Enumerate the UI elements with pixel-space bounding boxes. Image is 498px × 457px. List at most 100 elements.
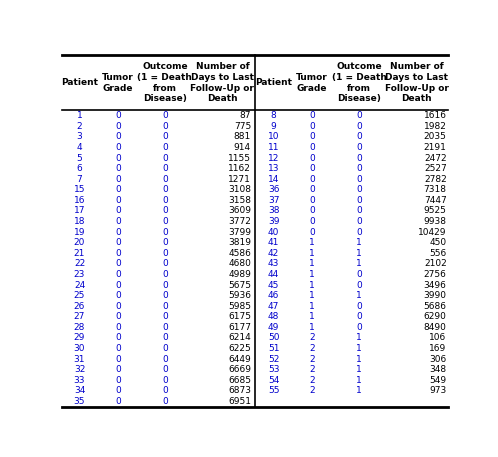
Text: 4: 4 (77, 143, 82, 152)
Text: 0: 0 (309, 122, 315, 131)
Text: 0: 0 (356, 217, 362, 226)
Text: 881: 881 (234, 133, 251, 141)
Text: 7318: 7318 (424, 185, 447, 194)
Text: 50: 50 (268, 334, 279, 342)
Text: 0: 0 (115, 260, 121, 268)
Text: 0: 0 (309, 133, 315, 141)
Text: 7: 7 (77, 175, 82, 184)
Text: 28: 28 (74, 323, 85, 332)
Text: 306: 306 (429, 355, 447, 364)
Text: 43: 43 (268, 260, 279, 268)
Text: 12: 12 (268, 154, 279, 163)
Text: 0: 0 (309, 207, 315, 215)
Text: 9938: 9938 (424, 217, 447, 226)
Text: 0: 0 (356, 281, 362, 290)
Text: 2472: 2472 (424, 154, 447, 163)
Text: 2: 2 (309, 376, 315, 385)
Text: 914: 914 (234, 143, 251, 152)
Text: 0: 0 (115, 175, 121, 184)
Text: 0: 0 (115, 111, 121, 120)
Text: Tumor
Grade: Tumor Grade (102, 73, 134, 92)
Text: 46: 46 (268, 291, 279, 300)
Text: 0: 0 (115, 185, 121, 194)
Text: 48: 48 (268, 312, 279, 321)
Text: 1: 1 (77, 111, 82, 120)
Text: 6175: 6175 (228, 312, 251, 321)
Text: 0: 0 (162, 270, 168, 279)
Text: 29: 29 (74, 334, 85, 342)
Text: 775: 775 (234, 122, 251, 131)
Text: 0: 0 (309, 111, 315, 120)
Text: 0: 0 (356, 111, 362, 120)
Text: Outcome
(1 = Death
from
Disease): Outcome (1 = Death from Disease) (137, 62, 192, 103)
Text: 1: 1 (309, 260, 315, 268)
Text: 6: 6 (77, 164, 82, 173)
Text: 3990: 3990 (424, 291, 447, 300)
Text: 0: 0 (115, 217, 121, 226)
Text: 1: 1 (309, 291, 315, 300)
Text: 0: 0 (356, 175, 362, 184)
Text: Number of
Days to Last
Follow-Up or
Death: Number of Days to Last Follow-Up or Deat… (384, 62, 449, 103)
Text: 0: 0 (356, 122, 362, 131)
Text: 0: 0 (309, 196, 315, 205)
Text: 0: 0 (162, 196, 168, 205)
Text: 0: 0 (162, 238, 168, 247)
Text: 34: 34 (74, 386, 85, 395)
Text: 2102: 2102 (424, 260, 447, 268)
Text: 22: 22 (74, 260, 85, 268)
Text: 4989: 4989 (228, 270, 251, 279)
Text: 0: 0 (115, 249, 121, 258)
Text: 0: 0 (309, 217, 315, 226)
Text: 0: 0 (162, 260, 168, 268)
Text: 9525: 9525 (424, 207, 447, 215)
Text: 3609: 3609 (228, 207, 251, 215)
Text: 23: 23 (74, 270, 85, 279)
Text: 15: 15 (74, 185, 85, 194)
Text: 3496: 3496 (424, 281, 447, 290)
Text: 0: 0 (162, 344, 168, 353)
Text: 1: 1 (309, 238, 315, 247)
Text: 0: 0 (162, 207, 168, 215)
Text: 44: 44 (268, 270, 279, 279)
Text: 0: 0 (162, 397, 168, 406)
Text: 1: 1 (356, 376, 362, 385)
Text: 5: 5 (77, 154, 82, 163)
Text: 348: 348 (430, 365, 447, 374)
Text: 0: 0 (162, 228, 168, 237)
Text: 6685: 6685 (228, 376, 251, 385)
Text: 1: 1 (356, 249, 362, 258)
Text: 0: 0 (115, 376, 121, 385)
Text: 2035: 2035 (424, 133, 447, 141)
Text: 1: 1 (356, 291, 362, 300)
Text: 0: 0 (115, 344, 121, 353)
Text: 0: 0 (162, 164, 168, 173)
Text: 87: 87 (240, 111, 251, 120)
Text: 0: 0 (115, 312, 121, 321)
Text: 0: 0 (115, 196, 121, 205)
Text: 3158: 3158 (228, 196, 251, 205)
Text: Number of
Days to Last
Follow-Up or
Death: Number of Days to Last Follow-Up or Deat… (190, 62, 254, 103)
Text: 0: 0 (162, 154, 168, 163)
Text: 38: 38 (268, 207, 279, 215)
Text: 17: 17 (74, 207, 85, 215)
Text: 6669: 6669 (228, 365, 251, 374)
Text: 45: 45 (268, 281, 279, 290)
Text: 13: 13 (268, 164, 279, 173)
Text: 3108: 3108 (228, 185, 251, 194)
Text: 0: 0 (356, 154, 362, 163)
Text: 33: 33 (74, 376, 85, 385)
Text: 8: 8 (271, 111, 276, 120)
Text: 1155: 1155 (228, 154, 251, 163)
Text: 1: 1 (309, 281, 315, 290)
Text: 1: 1 (309, 312, 315, 321)
Text: 1162: 1162 (228, 164, 251, 173)
Text: 3: 3 (77, 133, 82, 141)
Text: 1: 1 (356, 365, 362, 374)
Text: 0: 0 (162, 217, 168, 226)
Text: 49: 49 (268, 323, 279, 332)
Text: 1: 1 (309, 249, 315, 258)
Text: 51: 51 (268, 344, 279, 353)
Text: 32: 32 (74, 365, 85, 374)
Text: 36: 36 (268, 185, 279, 194)
Text: 18: 18 (74, 217, 85, 226)
